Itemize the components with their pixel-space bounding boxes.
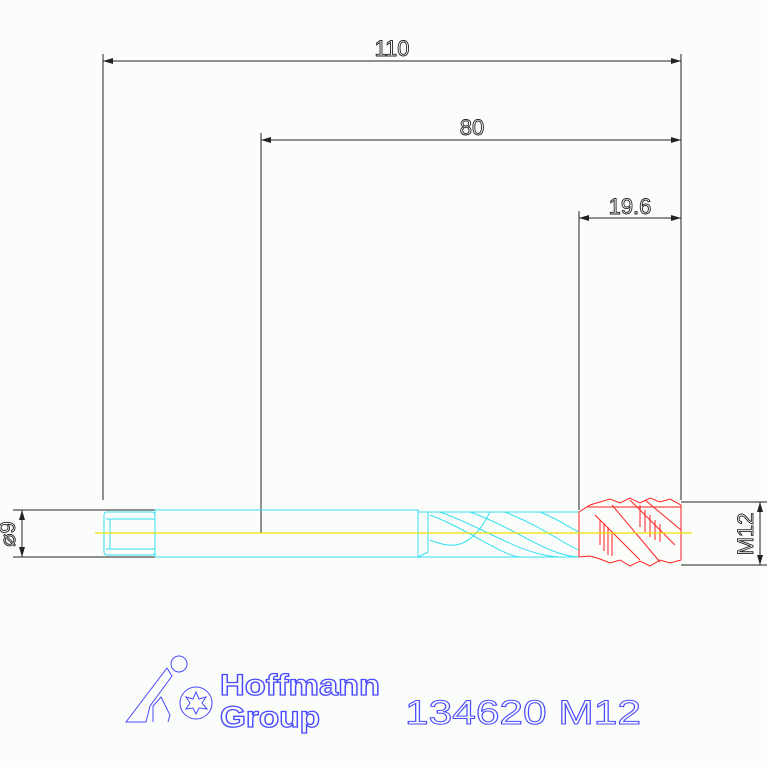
tool-thread — [578, 497, 682, 567]
dimension-80 — [260, 133, 681, 533]
dimension-m12 — [681, 501, 767, 566]
dimension-80-label: 80 — [460, 115, 484, 140]
dimension-diameter-9 — [13, 509, 155, 558]
dimension-diameter-label: ⌀9 — [0, 521, 20, 546]
hoffmann-logo — [124, 655, 213, 723]
logo-text-group: Group — [220, 701, 320, 734]
tool-flutes — [417, 511, 580, 558]
dimension-110-label: 110 — [374, 36, 409, 61]
dimension-m12-label: M12 — [733, 513, 758, 556]
dimension-110 — [102, 54, 682, 500]
part-label: 134620 M12 — [405, 694, 641, 732]
logo-text-hoffmann: Hoffmann — [220, 669, 380, 702]
dimension-19-6 — [578, 211, 681, 510]
dimension-19-6-label: 19.6 — [609, 194, 652, 219]
